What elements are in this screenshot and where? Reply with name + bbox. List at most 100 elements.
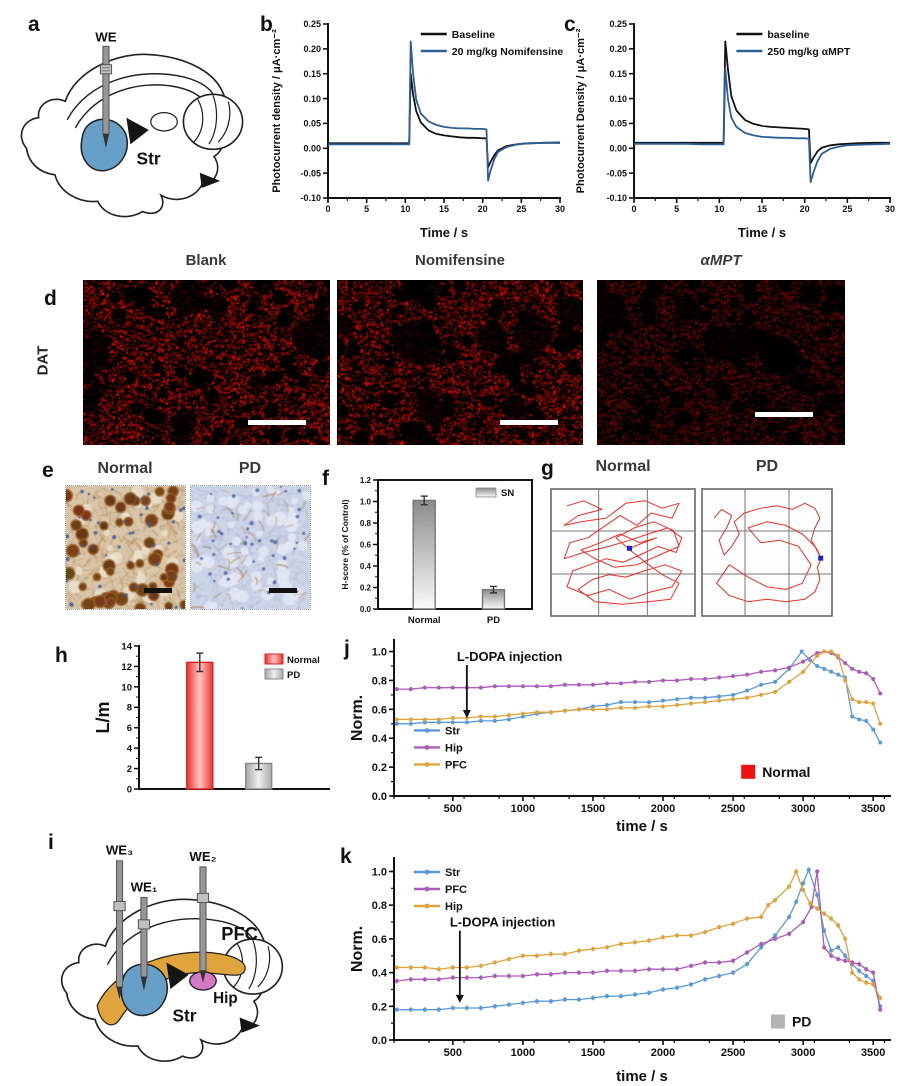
- data-point: [829, 669, 834, 674]
- cerebellum-wedge: [199, 172, 221, 189]
- data-point: [562, 997, 567, 1002]
- data-point: [534, 972, 539, 977]
- hip-label: Hip: [213, 990, 238, 1007]
- data-point: [787, 931, 792, 936]
- data-point: [436, 720, 441, 725]
- data-point: [822, 945, 827, 950]
- data-point: [745, 962, 750, 967]
- data-point: [632, 700, 637, 705]
- y-tick-label: 0.20: [303, 44, 321, 54]
- data-point: [836, 945, 841, 950]
- legend-marker: [424, 728, 430, 733]
- data-point: [534, 684, 539, 689]
- data-point: [394, 1007, 399, 1012]
- dat-row-label: DAT: [34, 345, 52, 376]
- y-tick-label: 0.2: [372, 762, 387, 774]
- data-point: [815, 651, 820, 655]
- data-point: [675, 703, 680, 707]
- data-point: [562, 682, 567, 687]
- y-tick-label: 0.6: [360, 540, 372, 549]
- data-point: [801, 888, 806, 893]
- legend-marker: [424, 886, 430, 892]
- data-point: [766, 903, 771, 908]
- x-tick-label: 500: [444, 1047, 462, 1059]
- y-axis-label: Photocurrent density / μA·cm⁻²: [271, 29, 283, 193]
- data-point: [703, 930, 708, 935]
- x-tick-label: 3000: [791, 1047, 815, 1059]
- bar-Normal: [412, 499, 436, 610]
- data-point: [843, 953, 848, 958]
- micrograph-title-blank: Blank: [185, 252, 227, 269]
- panel-label-h: h: [55, 644, 68, 667]
- data-point: [661, 698, 666, 703]
- data-point: [808, 901, 813, 906]
- data-point: [689, 963, 694, 968]
- scale-bar: [500, 420, 558, 425]
- data-point: [520, 711, 525, 716]
- data-point: [562, 970, 567, 975]
- data-point: [759, 941, 764, 946]
- data-point: [675, 933, 680, 938]
- data-point: [857, 977, 862, 982]
- y-tick-label: 0: [127, 784, 132, 795]
- data-point: [689, 695, 694, 700]
- data-point: [464, 720, 469, 725]
- data-point: [787, 914, 792, 919]
- series-line-Baseline: [328, 72, 560, 169]
- x-axis-label: Time / s: [420, 225, 468, 240]
- data-point: [759, 682, 764, 687]
- cerebellum-fold-3: [217, 101, 231, 143]
- data-point: [717, 960, 722, 965]
- data-point: [478, 975, 483, 980]
- data-point: [576, 707, 581, 712]
- data-point: [759, 945, 764, 950]
- series-line-PFC: [396, 870, 881, 1010]
- x-tick-label: 2000: [651, 803, 675, 815]
- series-line-baseline: [634, 40, 890, 165]
- x-tick-label: 15: [757, 204, 767, 214]
- data-point: [661, 678, 666, 683]
- histology-title-normal: Normal: [97, 460, 153, 477]
- data-point: [717, 694, 722, 699]
- electrode-we3: [113, 860, 126, 1000]
- legend-label: PFC: [445, 759, 467, 771]
- data-point: [689, 677, 694, 681]
- y-tick-label: 0.0: [372, 1035, 387, 1047]
- data-point: [492, 714, 497, 719]
- data-point: [506, 717, 511, 722]
- condition-swatch: [741, 764, 756, 779]
- data-point: [871, 970, 876, 975]
- panel-label-j: j: [344, 637, 350, 660]
- y-tick-label: 1.0: [360, 497, 372, 506]
- panel-label-g: g: [541, 457, 554, 480]
- data-point: [632, 940, 637, 945]
- data-point: [422, 965, 427, 970]
- data-point: [745, 688, 750, 693]
- data-point: [815, 893, 820, 898]
- data-point: [408, 721, 413, 726]
- data-point: [464, 975, 469, 980]
- x-tick-label: 3500: [861, 803, 885, 815]
- data-point: [864, 718, 869, 723]
- data-point: [520, 714, 525, 719]
- panel-label-b: b: [260, 13, 273, 36]
- x-tick-label: 15: [439, 204, 449, 214]
- x-tick-label: 30: [885, 204, 895, 214]
- panel-label-e: e: [42, 459, 54, 482]
- condition-swatch: [770, 1014, 785, 1029]
- plot-box: [377, 479, 533, 610]
- data-point: [815, 664, 820, 668]
- electrode-we2: [196, 866, 210, 983]
- legend-label: SN: [501, 488, 514, 499]
- locomotion-bar-chart: 0 2 4 6 8 10 12 14 Normal PD L/m: [95, 641, 330, 795]
- electrode-label-we1: WE₁: [131, 879, 158, 894]
- data-point: [799, 649, 804, 654]
- data-point: [604, 994, 609, 999]
- data-point: [871, 982, 876, 987]
- data-point: [478, 718, 483, 723]
- norm-timecourse-normal: 500 1000 1500 2000 2500 3000 3500 0.0 0.2 0.4 0.6 0…: [350, 639, 891, 834]
- series-line-PFC: [396, 650, 881, 725]
- category-label: PD: [487, 615, 500, 626]
- data-point: [450, 1005, 455, 1010]
- data-point: [464, 716, 469, 720]
